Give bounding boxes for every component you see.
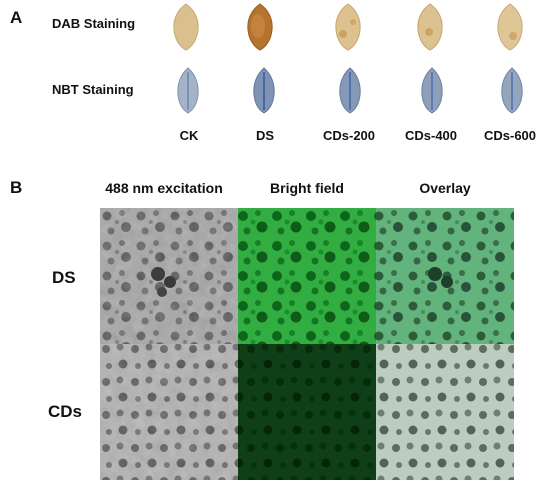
row-label-ds: DS (52, 268, 76, 287)
micrograph-ds-488nm (100, 208, 238, 344)
micrograph-ds-bright-field (238, 208, 376, 344)
row-label-cds: CDs (48, 402, 83, 421)
dab-leaf-ck (173, 3, 199, 51)
nbt-leaf-ck (177, 67, 199, 114)
column-label-488nm: 488 nm excitation (105, 180, 223, 196)
dab-leaf-cds400 (417, 3, 443, 51)
nbt-staining-label: NBT Staining (52, 82, 134, 97)
dab-leaf-cds200 (335, 3, 361, 51)
nbt-leaf-cds200 (339, 67, 361, 114)
nbt-leaf-cds600 (501, 67, 523, 114)
micrograph-cds-bright-field (238, 344, 376, 480)
column-label-cds200: CDs-200 (322, 128, 376, 143)
dab-leaf-ds (247, 3, 273, 51)
dab-staining-label: DAB Staining (52, 16, 136, 31)
dab-leaf-cds600 (497, 3, 523, 51)
column-label-bright-field: Bright field (270, 180, 344, 196)
column-label-ds: DS (255, 128, 275, 143)
column-label-ck: CK (179, 128, 199, 143)
nbt-leaf-ds (253, 67, 275, 114)
column-label-overlay: Overlay (419, 180, 471, 196)
column-label-cds600: CDs-600 (483, 128, 537, 143)
micrograph-cds-488nm (100, 344, 238, 480)
micrograph-ds-overlay (376, 208, 514, 344)
column-label-cds400: CDs-400 (404, 128, 458, 143)
micrograph-grid (100, 208, 514, 480)
panel-a-label: A (10, 8, 23, 27)
nbt-leaf-cds400 (421, 67, 443, 114)
panel-b-label: B (10, 178, 23, 197)
micrograph-cds-overlay (376, 344, 514, 480)
leaf-grid (173, 3, 523, 114)
